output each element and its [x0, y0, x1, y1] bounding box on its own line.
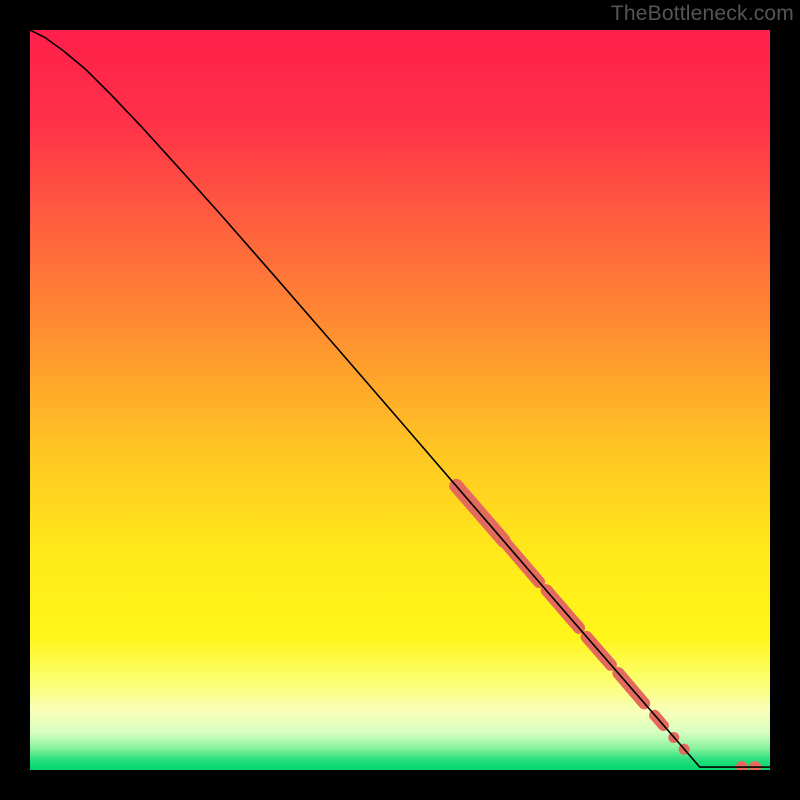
watermark-label: TheBottleneck.com — [611, 2, 794, 26]
chart-svg — [30, 30, 770, 770]
chart-frame: TheBottleneck.com — [0, 0, 800, 800]
plot-area — [30, 30, 770, 770]
gradient-background — [30, 30, 770, 770]
